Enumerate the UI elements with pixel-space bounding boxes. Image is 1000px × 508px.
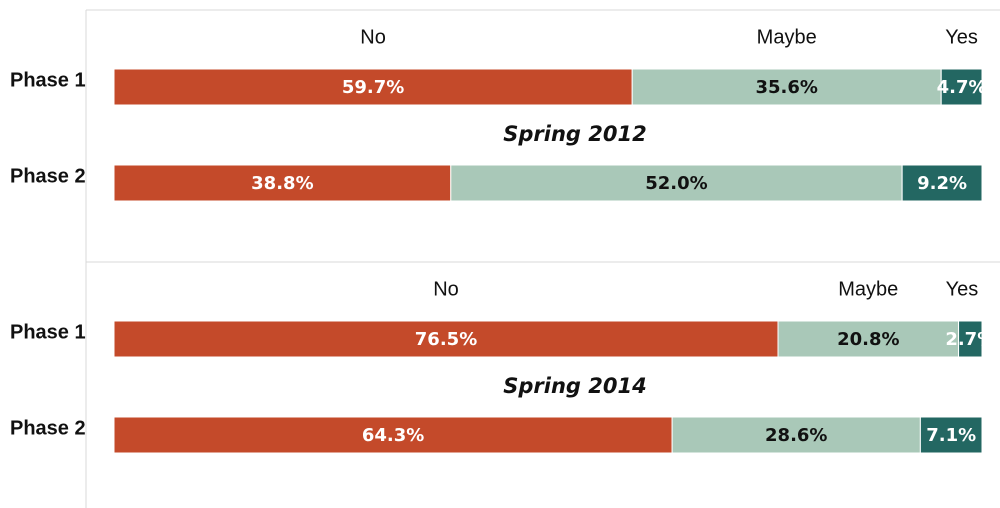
legend-label: Maybe: [757, 26, 817, 48]
value-label: 28.6%: [765, 425, 827, 446]
bar-segment: [940, 68, 983, 106]
category-label: Phase 2: [10, 417, 86, 439]
bar-segment: [631, 68, 942, 106]
panel-title: Spring 2012: [503, 122, 646, 146]
legend-label: No: [433, 278, 459, 300]
value-label: 64.3%: [362, 425, 424, 446]
value-label: 4.7%: [937, 77, 987, 98]
legend-label: No: [360, 26, 386, 48]
value-label: 35.6%: [755, 77, 817, 98]
bar-segment: [671, 416, 921, 454]
legend-label: Maybe: [838, 278, 898, 300]
bar-segment: [958, 320, 983, 358]
value-label: 20.8%: [837, 329, 899, 350]
bar-segment: [919, 416, 983, 454]
bar-segment: [450, 164, 903, 202]
bar-segment: [113, 320, 779, 358]
value-label: 59.7%: [342, 77, 404, 98]
legend-label: Yes: [946, 278, 979, 300]
value-label: 38.8%: [251, 173, 313, 194]
panel-title: Spring 2014: [503, 374, 646, 398]
bar-segment: [113, 68, 633, 106]
legend-label: Yes: [945, 26, 978, 48]
category-label: Phase 1: [10, 69, 86, 91]
value-label: 9.2%: [917, 173, 967, 194]
category-label: Phase 2: [10, 165, 86, 187]
value-label: 52.0%: [645, 173, 707, 194]
value-label: 76.5%: [415, 329, 477, 350]
bar-segment: [901, 164, 983, 202]
value-label: 7.1%: [926, 425, 976, 446]
category-label: Phase 1: [10, 321, 86, 343]
value-label: 2.7%: [945, 329, 995, 350]
bar-segment: [113, 416, 673, 454]
bar-segment: [777, 320, 960, 358]
bar-segment: [113, 164, 452, 202]
